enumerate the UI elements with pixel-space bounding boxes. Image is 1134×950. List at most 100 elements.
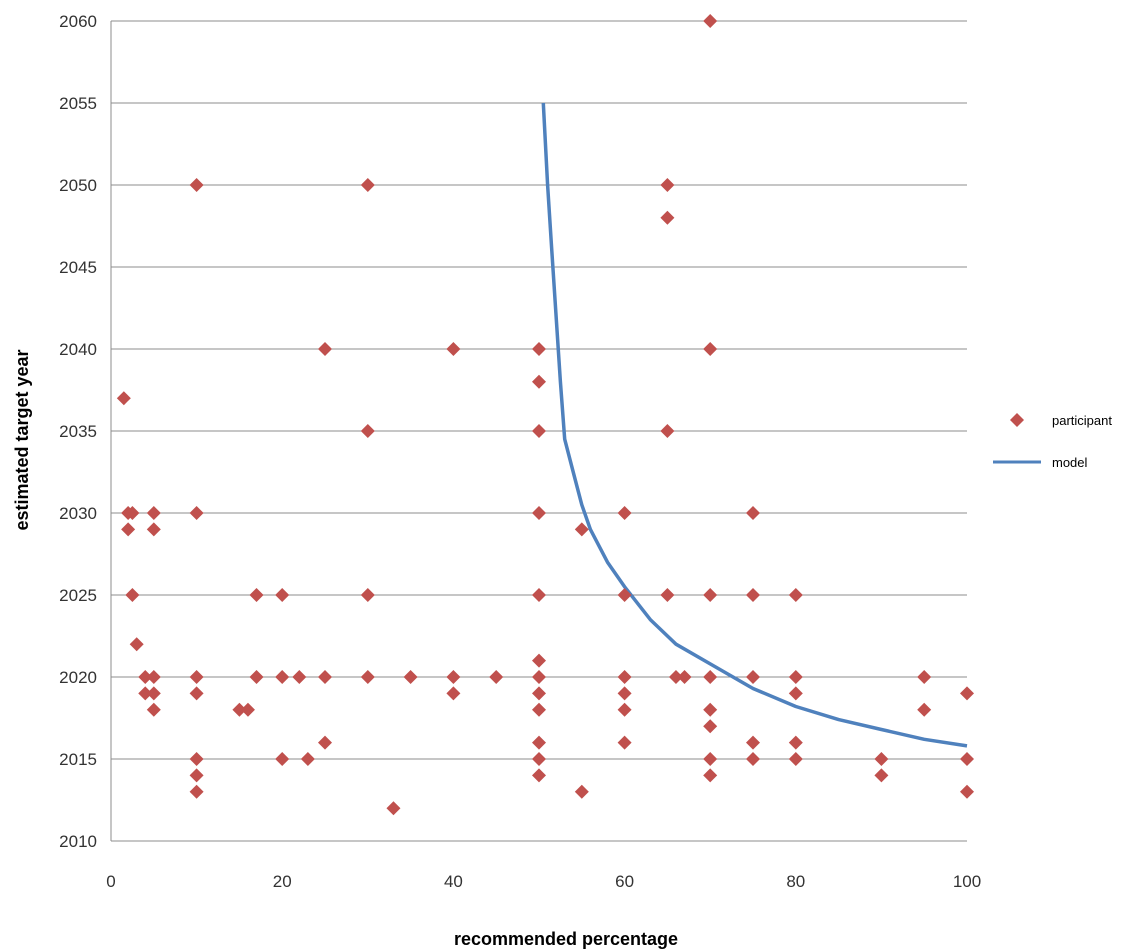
participant-point (300, 752, 315, 766)
participant-point (617, 735, 632, 750)
participant-point (125, 588, 140, 602)
y-tick-labels: 2010 2015 2020 2025 2030 2035 2040 2045 2050 2055… (59, 12, 97, 851)
participant-point (318, 735, 332, 750)
participant-point (532, 752, 546, 766)
participant-point (746, 752, 760, 766)
participant-point (403, 670, 418, 684)
participant-point (746, 506, 760, 520)
participant-point (874, 768, 889, 783)
y-tick-label: 2015 (59, 750, 97, 769)
participant-point (446, 686, 461, 701)
participant-point (532, 506, 546, 520)
participant-point (617, 506, 632, 520)
participant-point (532, 424, 546, 438)
participant-point (660, 424, 675, 438)
participant-point (146, 506, 161, 520)
participant-point (360, 588, 375, 602)
participant-point (189, 752, 204, 766)
participant-point (746, 588, 760, 602)
legend: participant model (993, 413, 1112, 470)
participant-point (489, 670, 504, 684)
participant-point (232, 702, 247, 717)
participant-point (360, 424, 375, 438)
participant-point (574, 784, 589, 799)
participant-point (960, 784, 974, 799)
participant-point (386, 801, 401, 816)
participant-point (788, 670, 803, 684)
participant-point (318, 670, 332, 684)
participant-point (703, 342, 718, 356)
participant-point (703, 14, 718, 28)
participant-point (446, 670, 461, 684)
x-tick-label: 0 (106, 872, 115, 891)
participant-point (116, 391, 131, 406)
participant-point (532, 735, 546, 750)
participant-point (788, 752, 803, 766)
participant-point (189, 670, 204, 684)
x-tick-labels: 0 20 40 60 80 100 (106, 872, 981, 891)
participant-point (146, 702, 161, 717)
participant-point (318, 342, 332, 356)
participant-point (668, 670, 683, 684)
participant-point (960, 752, 974, 766)
participant-point (129, 637, 144, 652)
participant-point (617, 670, 632, 684)
y-tick-label: 2035 (59, 422, 97, 441)
y-tick-label: 2045 (59, 258, 97, 277)
participant-point (788, 588, 803, 602)
participant-point (617, 588, 632, 602)
participant-point (660, 178, 675, 192)
participant-point (532, 342, 546, 356)
participant-point (660, 588, 675, 602)
participant-point (703, 670, 718, 684)
participant-point (574, 522, 589, 537)
participant-point (660, 210, 675, 225)
participant-point (189, 178, 204, 192)
x-tick-label: 100 (953, 872, 981, 891)
participant-point (703, 588, 718, 602)
participant-point (446, 342, 461, 356)
participant-point (146, 670, 161, 684)
participant-point (746, 670, 760, 684)
x-tick-label: 20 (273, 872, 292, 891)
participant-point (677, 670, 692, 684)
participant-point (360, 178, 375, 192)
participant-point (360, 670, 375, 684)
y-tick-label: 2030 (59, 504, 97, 523)
participant-point (788, 686, 803, 701)
participant-point (146, 522, 161, 537)
participant-point (189, 768, 204, 783)
participant-point (617, 702, 632, 717)
legend-participant-marker (1010, 413, 1024, 427)
participant-point (917, 702, 932, 717)
participant-point (121, 522, 136, 537)
axes (110, 21, 967, 842)
participant-point (532, 670, 546, 684)
participant-point (189, 506, 204, 520)
participant-point (917, 670, 932, 684)
legend-participant-label: participant (1052, 413, 1112, 428)
participant-point (532, 588, 546, 602)
participant-point (703, 719, 718, 734)
participant-point (275, 752, 290, 766)
participant-point (532, 768, 546, 783)
participant-point (788, 735, 803, 750)
x-tick-label: 60 (615, 872, 634, 891)
y-tick-label: 2025 (59, 586, 97, 605)
participant-point (189, 784, 204, 799)
participant-point (746, 735, 760, 750)
participant-point (138, 670, 153, 684)
x-tick-label: 40 (444, 872, 463, 891)
participant-series (116, 14, 974, 816)
participant-point (125, 506, 140, 520)
participant-point (532, 702, 546, 717)
model-line (541, 102, 968, 748)
model-series (541, 102, 968, 748)
y-tick-label: 2020 (59, 668, 97, 687)
legend-model-label: model (1052, 455, 1088, 470)
participant-point (703, 702, 718, 717)
participant-point (240, 702, 255, 717)
gridlines (111, 20, 967, 760)
participant-point (249, 670, 264, 684)
participant-point (275, 670, 290, 684)
